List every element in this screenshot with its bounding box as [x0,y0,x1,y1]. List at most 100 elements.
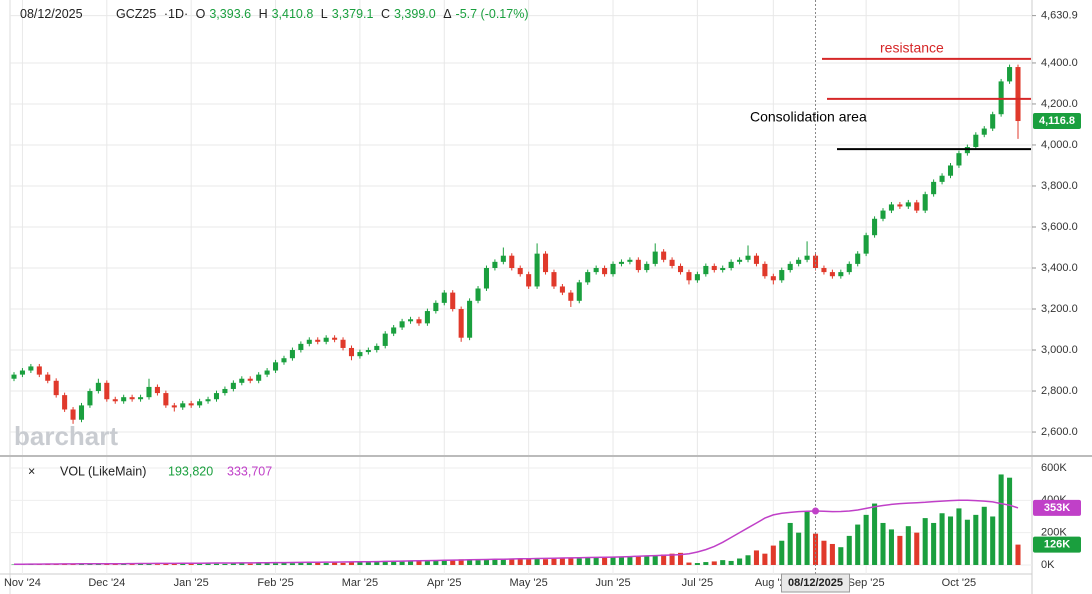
candle-body [652,251,658,264]
candle-body [787,263,793,271]
volume-bar [779,540,785,565]
candle-body [171,405,177,408]
candle-body [990,114,996,129]
volume-bar [576,558,582,565]
candle-body [542,253,549,273]
volume-bar [332,562,338,565]
candle-body [551,272,557,287]
candle-body [391,327,397,334]
volume-bar [931,522,937,565]
volume-bar [888,529,894,565]
volume-bar [306,563,312,565]
volume-bar [956,508,962,565]
candle-body [981,128,987,135]
volume-bar [197,563,203,565]
candle-body [585,272,591,283]
volume-bar [551,558,557,565]
volume-bar [846,535,852,565]
volume-bar [990,516,996,565]
candle-body [644,263,650,271]
candle-body [762,263,768,277]
volume-bar [703,562,709,565]
overlay: 08/12/2025 4,116.8 353K 126K [781,0,1081,593]
candle-body [711,265,717,271]
volume-bar [340,562,346,565]
low-value: 3,379.1 [331,7,374,21]
y-tick-label: 4,000.0 [1041,139,1078,151]
volume-bar [821,540,827,565]
x-tick-label: Dec '24 [88,577,125,589]
close-label: C [380,7,390,21]
candle-body [483,267,490,289]
candle-body [121,397,127,402]
candle-body [880,210,886,219]
candle-body [914,202,920,211]
volume-bar [492,559,498,565]
volume-bar [129,564,135,565]
candle-body [78,405,85,420]
candle-body [205,399,211,402]
volume-bar [112,564,118,565]
volume-bar [973,514,979,565]
volume-bar [534,558,540,565]
watermark: barchart [14,421,118,451]
candle-body [703,265,709,275]
candle-body [62,395,68,410]
volume-bar [475,560,481,565]
candle-body [197,401,203,406]
volume-value: 193,820 [168,464,213,478]
x-tick-label: Mar '25 [342,577,378,589]
candle-body [720,267,726,271]
price-badge [1033,499,1081,516]
volume-bar [711,561,717,565]
volume-bar [939,513,945,565]
volume-bar [770,545,776,565]
volume-bar [205,563,211,565]
candle-body [104,382,110,400]
volume-bar [787,522,793,565]
y-tick-label: 0K [1041,559,1055,571]
candle-body [87,391,93,406]
candle-body [348,347,355,357]
candle-body [593,267,599,273]
volume-bar [677,552,684,565]
candle-body [534,253,540,287]
candle-body [947,165,954,176]
y-tick-label: 3,000.0 [1041,344,1078,356]
volume-bar [686,562,692,565]
candle-body [222,388,228,394]
volume-bar [652,555,658,565]
volume-bar [408,561,414,565]
volume-bar [998,474,1004,565]
volume-bar [838,547,844,565]
candle-body [855,253,861,264]
x-tick-label: Feb '25 [257,577,293,589]
volume-bar [880,522,886,565]
volume-average-line [14,499,1019,565]
volume-bar [737,558,743,565]
cursor-dot [812,507,820,515]
candle-body [188,403,194,406]
change-label: Δ [443,7,452,21]
price-badge-label: 353K [1044,502,1070,514]
volume-bar [905,526,911,565]
volume-bar [863,514,869,565]
symbol[interactable]: GCZ25 [116,7,157,21]
candle-body [458,309,464,338]
candle-body [154,386,160,394]
volume-bar [298,562,304,565]
candle-body [627,259,633,262]
volume-bar [855,524,861,565]
candle-body [365,350,371,353]
volume-bar [602,557,608,565]
close-icon[interactable]: × [28,464,35,478]
volume-bar [728,560,734,565]
candle-body [610,263,616,275]
volume-bar [829,543,835,565]
volume-bar [382,561,388,565]
candle-body [138,397,144,400]
close-value: 3,399.0 [393,7,436,21]
volume-bar [627,556,633,565]
